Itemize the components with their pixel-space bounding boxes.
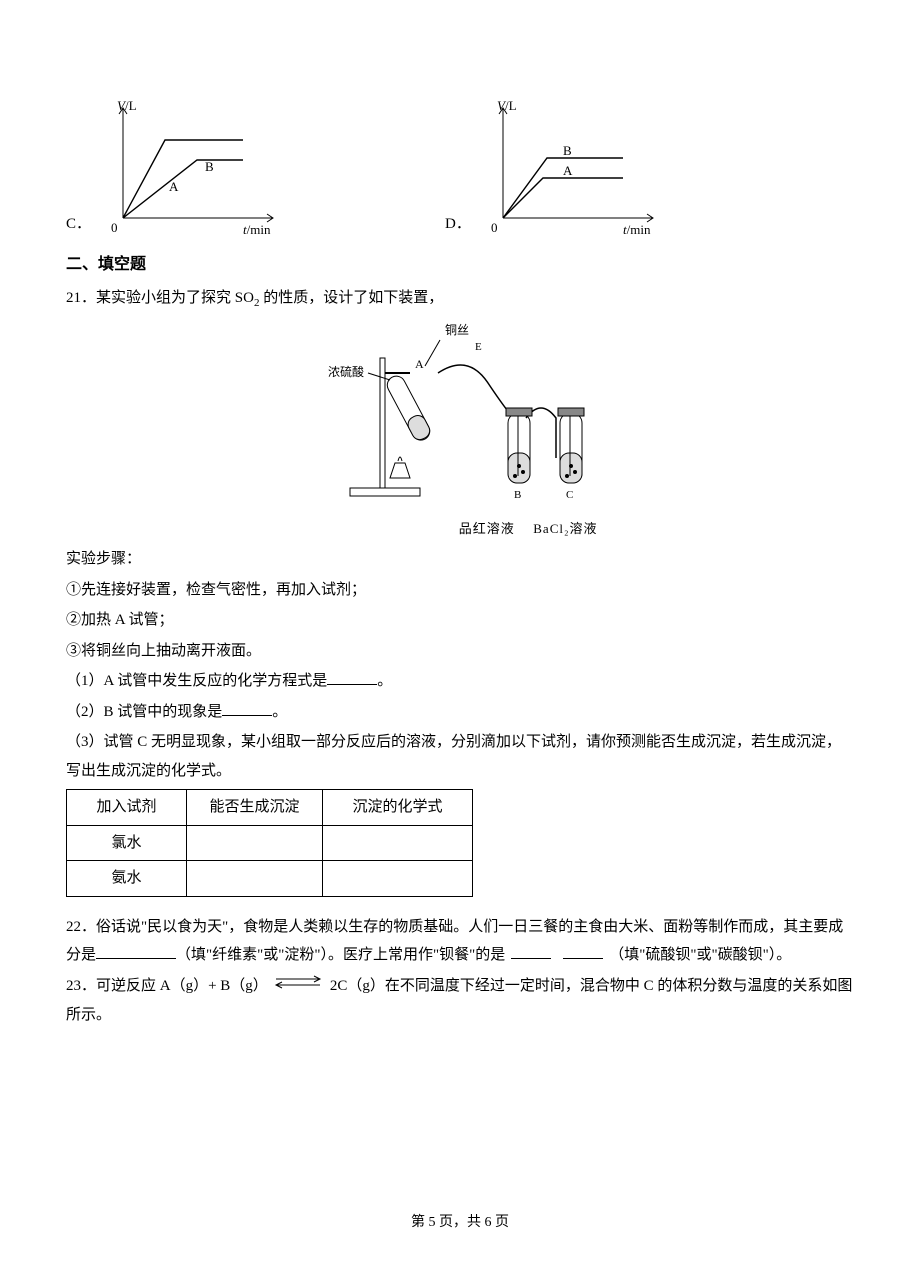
table-row: 氨水 bbox=[67, 861, 473, 897]
apparatus-figure: A 铜丝 E 浓硫酸 B C 品红溶液 BaCl₂溶液 bbox=[66, 318, 854, 541]
table-cell: 氯水 bbox=[67, 825, 187, 861]
step-3: ③将铜丝向上抽动离开液面。 bbox=[66, 637, 854, 666]
label-bacl2: BaCl₂溶液 bbox=[533, 521, 597, 536]
label-pinhong: 品红溶液 bbox=[459, 521, 515, 536]
svg-text:A: A bbox=[415, 357, 424, 371]
svg-text:0: 0 bbox=[111, 220, 118, 235]
step-2: ②加热 A 试管； bbox=[66, 606, 854, 635]
table-cell[interactable] bbox=[323, 861, 473, 897]
steps-title: 实验步骤： bbox=[66, 545, 854, 574]
svg-text:t/min: t/min bbox=[623, 222, 651, 237]
chart-option-c: C． V/Lt/min0AB bbox=[66, 90, 305, 240]
blank-field[interactable] bbox=[222, 701, 272, 716]
table-cell[interactable] bbox=[187, 825, 323, 861]
q22-hint2: （填"硫酸钡"或"碳酸钡"）。 bbox=[609, 947, 791, 963]
option-label-d: D． bbox=[445, 210, 475, 241]
q21-table: 加入试剂能否生成沉淀沉淀的化学式氯水氨水 bbox=[66, 789, 473, 897]
q21-p2: （2）B 试管中的现象是 。 bbox=[66, 698, 854, 727]
q23-pre: 23．可逆反应 A（g）+ B（g） bbox=[66, 978, 268, 994]
option-charts-row: C． V/Lt/min0AB D． V/Lt/min0AB bbox=[66, 90, 854, 240]
svg-text:E: E bbox=[475, 341, 482, 353]
chart-c-svg: V/Lt/min0AB bbox=[95, 90, 305, 240]
option-label-c: C． bbox=[66, 210, 95, 241]
q21-p2-tail: 。 bbox=[272, 704, 287, 720]
label-h2so4: 浓硫酸 bbox=[328, 364, 364, 379]
q23: 23．可逆反应 A（g）+ B（g）2C（g）在不同温度下经过一定时间，混合物中… bbox=[66, 972, 854, 1029]
chart-option-d: D． V/L t/min 0 AB bbox=[445, 90, 685, 240]
svg-text:B: B bbox=[563, 143, 572, 158]
q21-stem-text: 21．某实验小组为了探究 SO bbox=[66, 290, 254, 306]
q21-p1-text: （1）A 试管中发生反应的化学方程式是 bbox=[66, 673, 327, 689]
table-cell[interactable] bbox=[323, 825, 473, 861]
step-1: ①先连接好装置，检查气密性，再加入试剂； bbox=[66, 576, 854, 605]
apparatus-svg: A 铜丝 E 浓硫酸 B C bbox=[310, 318, 610, 508]
svg-text:V/L: V/L bbox=[497, 98, 517, 113]
svg-text:V/L: V/L bbox=[117, 98, 137, 113]
q21-p1: （1）A 试管中发生反应的化学方程式是 。 bbox=[66, 667, 854, 696]
svg-text:t/min: t/min bbox=[243, 222, 271, 237]
q21-p2-text: （2）B 试管中的现象是 bbox=[66, 704, 222, 720]
label-copper: 铜丝 bbox=[445, 322, 469, 337]
section-2-title: 二、填空题 bbox=[66, 250, 854, 280]
q21-stem-tail: 的性质，设计了如下装置， bbox=[259, 290, 443, 306]
svg-text:C: C bbox=[566, 489, 573, 501]
svg-text:A: A bbox=[563, 163, 573, 178]
table-cell: 氨水 bbox=[67, 861, 187, 897]
apparatus-bottom-labels: 品红溶液 BaCl₂溶液 bbox=[66, 517, 854, 542]
table-header: 沉淀的化学式 bbox=[323, 790, 473, 826]
blank-field[interactable] bbox=[563, 944, 603, 959]
table-row: 氯水 bbox=[67, 825, 473, 861]
q21-stem: 21．某实验小组为了探究 SO2 的性质，设计了如下装置， bbox=[66, 284, 854, 314]
table-header: 能否生成沉淀 bbox=[187, 790, 323, 826]
q22-hint1: （填"纤维素"或"淀粉"）。医疗上常用作"钡餐"的是 bbox=[176, 947, 505, 963]
svg-text:0: 0 bbox=[491, 220, 498, 235]
table-cell[interactable] bbox=[187, 861, 323, 897]
equilibrium-arrow-icon bbox=[272, 972, 326, 1001]
q21-p3: （3）试管 C 无明显现象，某小组取一部分反应后的溶液，分别滴加以下试剂，请你预… bbox=[66, 728, 854, 785]
q21-p1-tail: 。 bbox=[377, 673, 392, 689]
blank-field[interactable] bbox=[96, 944, 176, 959]
page-footer: 第 5 页，共 6 页 bbox=[0, 1210, 920, 1237]
blank-field[interactable] bbox=[327, 670, 377, 685]
table-header: 加入试剂 bbox=[67, 790, 187, 826]
chart-d-svg: V/L t/min 0 AB bbox=[475, 90, 685, 240]
svg-text:B: B bbox=[514, 489, 521, 501]
svg-text:B: B bbox=[205, 159, 214, 174]
blank-field[interactable] bbox=[511, 944, 551, 959]
q22: 22．俗话说"民以食为天"，食物是人类赖以生存的物质基础。人们一日三餐的主食由大… bbox=[66, 913, 854, 970]
